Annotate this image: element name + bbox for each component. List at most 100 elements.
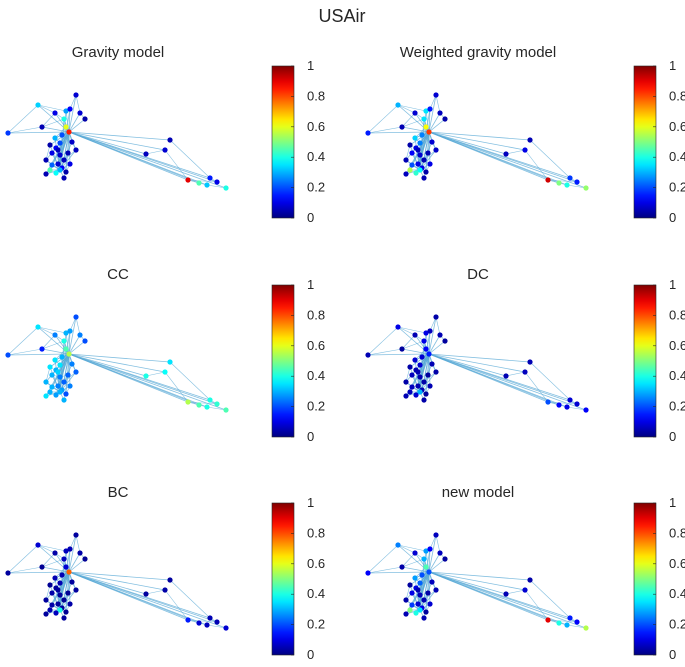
network-node (73, 314, 79, 320)
colorbar: 0 0.2 0.4 0.6 0.8 1 (271, 58, 325, 225)
colorbar-tick-label: 0.6 (669, 556, 685, 571)
network-edge (68, 131, 171, 141)
network-node (395, 542, 401, 548)
network-node (63, 169, 69, 175)
network-edge (428, 94, 437, 133)
network-node (583, 185, 589, 191)
network-node (425, 590, 431, 596)
network-edge (68, 131, 166, 151)
network-panel-3: CC 0 0.2 0.4 0.6 0.8 1 (5, 266, 325, 444)
network-edge (68, 131, 211, 179)
colorbar: 0 0.2 0.4 0.6 0.8 1 (633, 277, 685, 444)
network-edge (7, 566, 43, 574)
network-edge (566, 184, 587, 189)
network-edge (41, 566, 70, 573)
network-node (417, 580, 423, 586)
network-node (564, 182, 570, 188)
network-node (57, 140, 63, 146)
network-edge (68, 353, 227, 411)
network-node (73, 369, 79, 375)
network-edge (428, 131, 568, 186)
node-group (365, 92, 589, 191)
colorbar-tick-label: 0.6 (669, 338, 685, 353)
panel-title: CC (107, 266, 129, 283)
network-edge (7, 571, 70, 574)
network-node (55, 601, 61, 607)
colorbar-gradient (633, 284, 657, 438)
network-node (43, 379, 49, 385)
network-node (204, 182, 210, 188)
network-edge (428, 340, 446, 355)
colorbar-tick-label: 1 (669, 495, 676, 510)
network-edge (419, 363, 433, 393)
network-edge (68, 571, 147, 595)
network-edge (397, 544, 427, 552)
network-node (61, 116, 67, 122)
colorbar-tick-label: 0.2 (307, 399, 325, 414)
network-node (407, 607, 413, 613)
network-edge (68, 571, 211, 619)
network-node (73, 147, 79, 153)
network-edge (41, 334, 56, 350)
network-node (556, 402, 562, 408)
network-edge (428, 118, 446, 133)
colorbar-tick-label: 0.4 (669, 149, 685, 164)
network-node (429, 139, 435, 145)
network-edge (65, 110, 70, 133)
network-edge (529, 361, 571, 401)
network-node (567, 615, 573, 621)
colorbar-tick-label: 0.2 (669, 399, 685, 414)
network-node (419, 572, 425, 578)
figure-title: USAir (318, 6, 365, 26)
network-node (67, 383, 73, 389)
network-node (427, 383, 433, 389)
edge-group (367, 316, 587, 411)
colorbar-tick-label: 0.8 (307, 307, 325, 322)
colorbar-tick-label: 1 (307, 58, 314, 73)
network-edge (367, 571, 430, 574)
network-node (417, 140, 423, 146)
network-node (73, 532, 79, 538)
network-edge (425, 332, 430, 355)
network-node (55, 147, 61, 153)
network-node (423, 548, 429, 554)
network-edge (41, 112, 56, 128)
panel-title: new model (442, 484, 515, 501)
network-node (49, 590, 55, 596)
network-edge (428, 353, 571, 401)
network-node (39, 346, 45, 352)
network-node (407, 142, 413, 148)
network-edge (68, 131, 208, 186)
network-edge (68, 552, 81, 573)
colorbar-tick-label: 0.8 (307, 525, 325, 540)
network-node (204, 404, 210, 410)
network-edge (63, 353, 70, 383)
colorbar-tick-label: 0.2 (669, 180, 685, 195)
network-edge (428, 131, 587, 189)
network-node (52, 332, 58, 338)
network-edge (428, 571, 507, 595)
network-node (407, 582, 413, 588)
network-edge (68, 118, 86, 133)
network-node (574, 401, 580, 407)
network-node (49, 372, 55, 378)
network-node (409, 162, 415, 168)
network-node (427, 328, 433, 334)
network-node (403, 379, 409, 385)
network-edge (428, 108, 431, 133)
network-node (427, 106, 433, 112)
colorbar: 0 0.2 0.4 0.6 0.8 1 (271, 495, 325, 662)
network-node (196, 402, 202, 408)
colorbar-tick-label: 0 (669, 429, 676, 444)
node-group (5, 314, 229, 413)
network-node (49, 150, 55, 156)
network-node (415, 147, 421, 153)
network-node (47, 364, 53, 370)
network-node (61, 397, 67, 403)
network-node (583, 625, 589, 631)
network-edge (435, 316, 441, 336)
network-edge (75, 316, 81, 336)
network-edge (7, 326, 39, 356)
network-edge (75, 94, 81, 114)
